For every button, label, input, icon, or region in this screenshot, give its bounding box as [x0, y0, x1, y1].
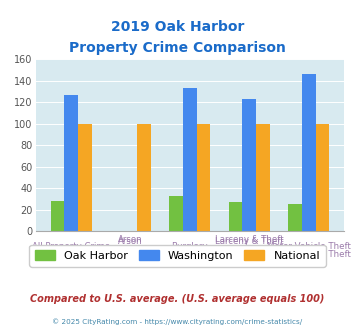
Bar — [197, 124, 211, 231]
Text: All Property Crime: All Property Crime — [32, 250, 110, 259]
Text: Motor Vehicle Theft: Motor Vehicle Theft — [267, 250, 351, 259]
Bar — [51, 201, 64, 231]
Bar — [169, 196, 183, 231]
Text: Larceny & Theft: Larceny & Theft — [215, 237, 284, 246]
Text: Larceny & Theft: Larceny & Theft — [215, 235, 284, 244]
Text: © 2025 CityRating.com - https://www.cityrating.com/crime-statistics/: © 2025 CityRating.com - https://www.city… — [53, 318, 302, 325]
Bar — [288, 204, 302, 231]
Bar — [302, 74, 316, 231]
Text: Compared to U.S. average. (U.S. average equals 100): Compared to U.S. average. (U.S. average … — [30, 294, 325, 304]
Text: Arson: Arson — [118, 237, 143, 246]
Text: Burglary: Burglary — [171, 250, 208, 259]
Bar — [64, 95, 78, 231]
Bar — [137, 124, 151, 231]
Bar — [183, 88, 197, 231]
Bar — [78, 124, 92, 231]
Bar — [229, 202, 242, 231]
Text: All Property Crime: All Property Crime — [32, 242, 110, 251]
Text: 2019 Oak Harbor: 2019 Oak Harbor — [111, 20, 244, 34]
Text: Burglary: Burglary — [171, 242, 208, 251]
Bar — [316, 124, 329, 231]
Bar — [256, 124, 270, 231]
Text: Arson: Arson — [118, 235, 143, 244]
Text: Property Crime Comparison: Property Crime Comparison — [69, 41, 286, 55]
Legend: Oak Harbor, Washington, National: Oak Harbor, Washington, National — [29, 245, 326, 267]
Bar — [242, 99, 256, 231]
Text: Motor Vehicle Theft: Motor Vehicle Theft — [267, 242, 351, 251]
